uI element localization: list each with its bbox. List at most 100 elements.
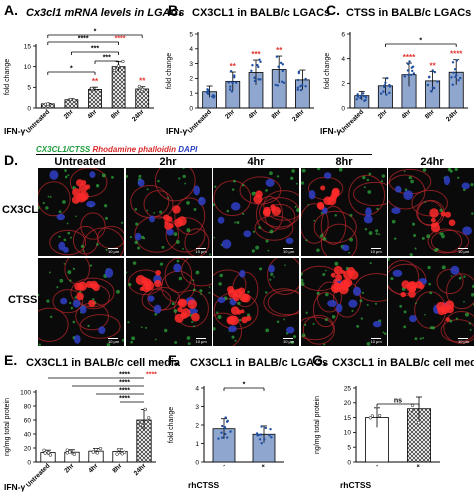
actin-cluster [239, 293, 249, 303]
bar [111, 66, 126, 109]
green-signal [127, 282, 131, 287]
green-signal [49, 271, 51, 274]
green-signal [64, 175, 68, 179]
data-point [296, 78, 300, 82]
x-factor-label: IFN-γ [166, 126, 188, 136]
green-signal [324, 318, 328, 322]
cell-membrane [354, 273, 387, 302]
green-signal [426, 234, 431, 239]
green-signal [449, 169, 453, 173]
actin-cluster [448, 219, 456, 227]
micrograph-image [388, 168, 474, 256]
data-point [296, 86, 300, 89]
green-signal [441, 234, 445, 239]
green-signal [361, 175, 366, 180]
nucleus [462, 226, 472, 236]
y-tick-label: 0 [27, 105, 31, 112]
panel-e-chart: ng/mg total protein 0 20 40 60 80 100 Untreated… [4, 372, 157, 493]
scale-bar-label: 10 μm [458, 339, 470, 344]
actin-cluster [429, 208, 439, 218]
green-signal [207, 291, 210, 294]
bracket-e-label: **** [119, 396, 130, 403]
nucleus [268, 264, 275, 273]
data-point [406, 62, 410, 66]
data-point [212, 96, 215, 99]
green-signal [421, 236, 425, 240]
data-point [259, 78, 262, 81]
data-point [72, 452, 76, 457]
green-signal [383, 332, 387, 335]
green-signal [428, 282, 432, 286]
panel-b-label: B. [168, 2, 182, 18]
actin-cluster [444, 300, 455, 310]
green-signal [388, 258, 390, 261]
green-signal [175, 240, 180, 244]
green-signal [89, 264, 93, 267]
legend-dapi: DAPI [178, 145, 198, 154]
cell-membrane [440, 319, 474, 343]
micrograph-ctss-untreated: 10 μm [38, 258, 124, 346]
cell-membrane [259, 197, 299, 228]
green-signal [64, 169, 67, 172]
green-signal [95, 184, 100, 188]
data-point [233, 74, 236, 77]
data-point [257, 78, 260, 81]
cell-membrane [411, 189, 448, 217]
green-signal [56, 286, 59, 289]
cell-membrane [80, 212, 106, 240]
green-signal [322, 343, 325, 346]
data-point [433, 70, 436, 74]
data-point [263, 438, 266, 441]
nucleus [323, 172, 331, 179]
nucleus [308, 190, 315, 200]
green-signal [375, 232, 378, 235]
y-tick-label: 80 [24, 403, 32, 410]
green-signal [199, 293, 202, 295]
x-tick-label: + [260, 462, 268, 470]
y-tick-label: 0 [189, 105, 193, 112]
data-point [408, 60, 411, 63]
col-untreated: Untreated [54, 156, 106, 168]
data-point [370, 414, 375, 418]
panel-g-title: CX3CL1 in BALB/c cell media [332, 357, 474, 369]
bracket-c-label: * [419, 38, 422, 45]
micrograph-image [125, 168, 211, 256]
green-signal [216, 311, 219, 314]
green-signal [252, 230, 256, 233]
bracket-a-2-8-label: *** [91, 46, 99, 53]
green-signal [269, 278, 272, 281]
scale-bar-label: 10 μm [108, 339, 120, 344]
green-signal [166, 196, 169, 199]
cell-membrane [213, 180, 252, 217]
data-point [233, 76, 236, 79]
data-point [412, 72, 416, 75]
actin-cluster [444, 211, 451, 218]
green-signal [133, 240, 138, 245]
green-signal [333, 214, 337, 217]
nucleus [363, 215, 373, 224]
green-signal [173, 309, 177, 313]
cell-membrane [129, 184, 169, 219]
green-signal [300, 181, 304, 185]
green-signal [237, 301, 241, 306]
green-signal [82, 250, 85, 252]
data-point [459, 76, 462, 80]
data-point [220, 431, 223, 434]
green-signal [70, 306, 74, 310]
significance-star: ** [429, 61, 436, 70]
green-signal [254, 191, 256, 194]
data-point [255, 432, 259, 435]
micrograph-image [125, 258, 212, 345]
data-point [257, 65, 260, 69]
data-point [299, 85, 302, 88]
y-tick-label: 0 [347, 459, 351, 466]
actin-cluster [233, 288, 243, 298]
y-axis-label: fold change [168, 407, 175, 443]
green-signal [251, 249, 256, 253]
green-signal [158, 210, 162, 214]
data-point [221, 436, 224, 439]
data-point [116, 64, 121, 68]
data-point [282, 81, 286, 84]
actin-cluster [229, 315, 239, 326]
green-signal [319, 234, 323, 238]
